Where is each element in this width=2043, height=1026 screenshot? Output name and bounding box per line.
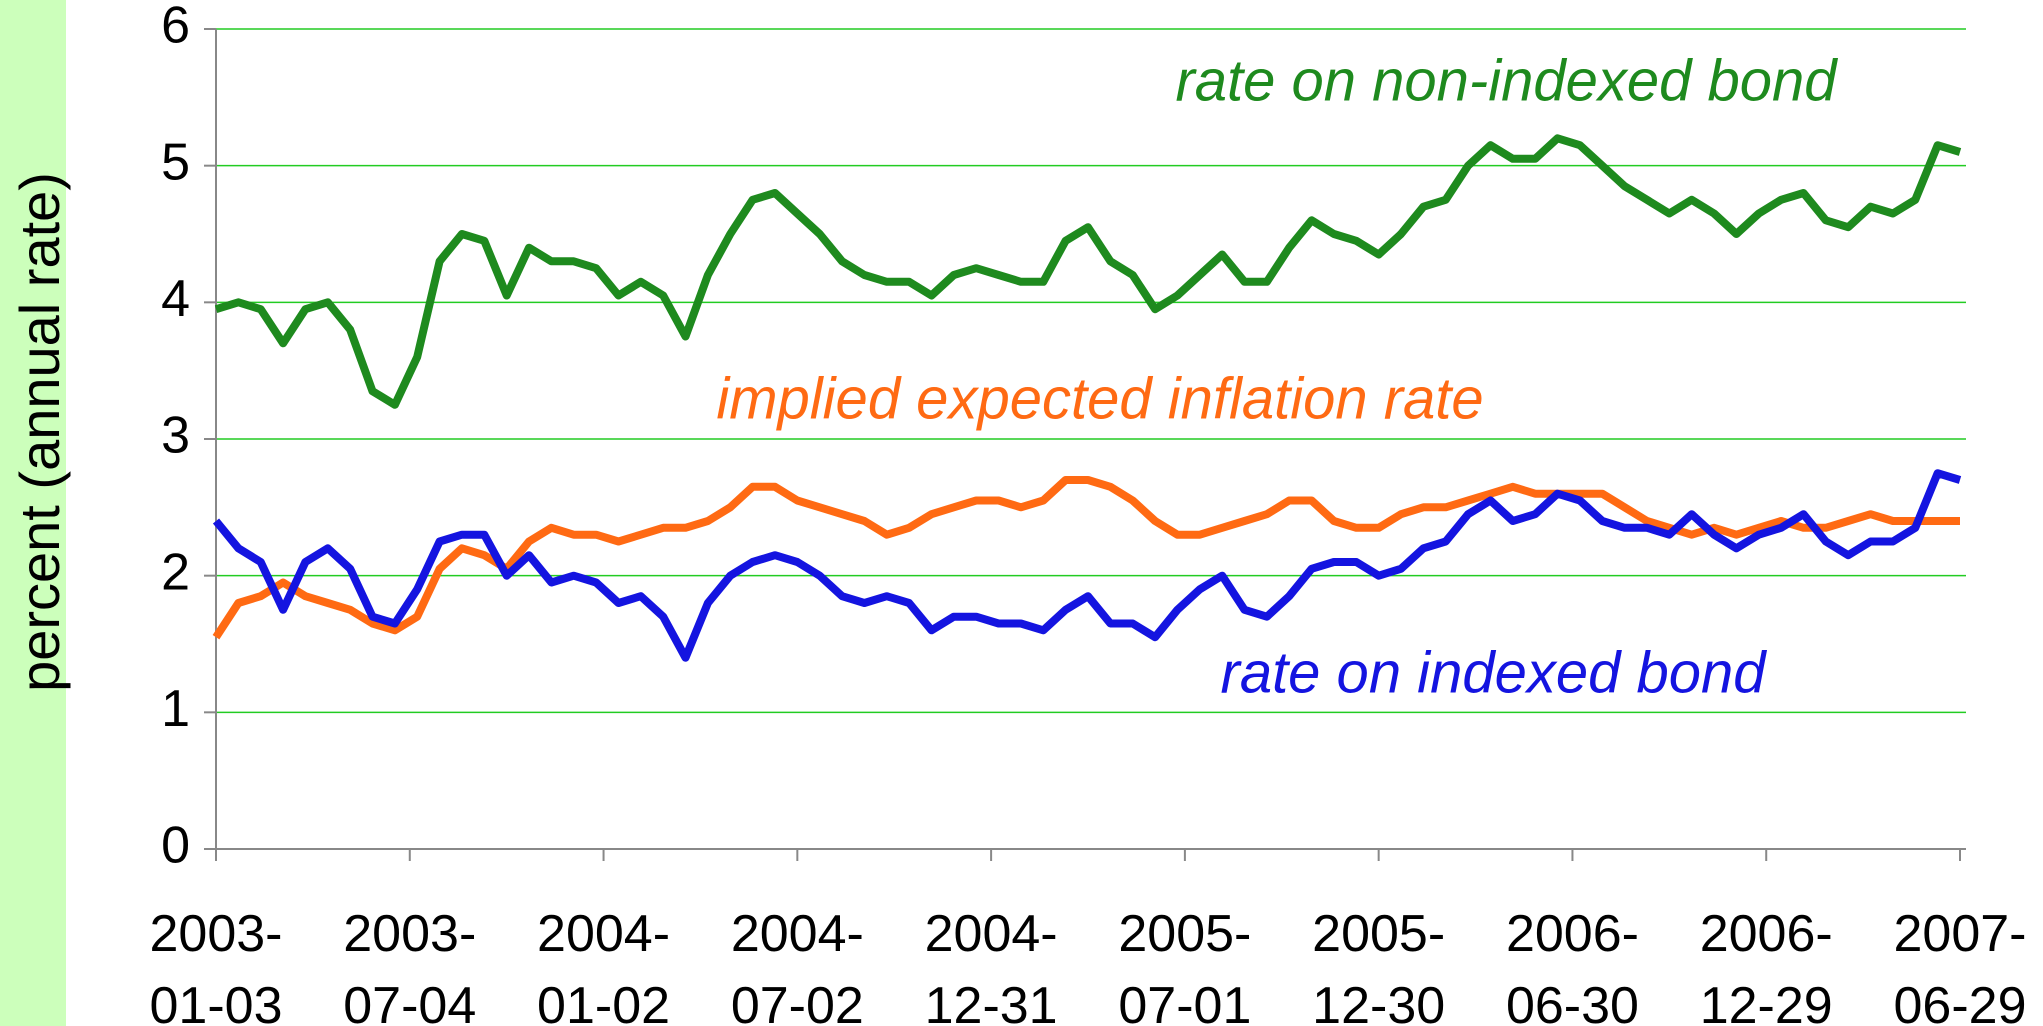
series-label: rate on non-indexed bond [1175,48,1838,113]
x-tick-label: 2004- 07-02 [730,905,864,1026]
y-tick-label: 4 [161,270,190,328]
x-tick-label: 2003- 01-03 [149,905,283,1026]
series-label: rate on indexed bond [1221,640,1768,705]
y-tick-label: 0 [161,817,190,875]
x-tick-label: 2006- 12-29 [1699,905,1833,1026]
y-tick-label: 2 [161,543,190,601]
x-tick-label: 2005- 07-01 [1118,905,1252,1026]
x-tick-label: 2005- 12-30 [1312,905,1446,1026]
label-band [0,0,66,1026]
series-line [212,476,1960,640]
y-tick-label: 6 [161,0,190,55]
series-line [214,134,1962,409]
y-tick-label: 5 [161,133,190,191]
x-tick-label: 2004- 12-31 [924,905,1058,1026]
x-tick-label: 2004- 01-02 [537,905,671,1026]
x-tick-label: 2003- 07-04 [343,905,477,1026]
y-tick-label: 3 [161,407,190,465]
series-label: implied expected inflation rate [716,366,1483,431]
x-tick-label: 2007- 06-29 [1893,905,2027,1026]
y-axis-label: percent (annual rate) [8,172,71,692]
y-tick-label: 1 [161,680,190,738]
x-tick-label: 2006- 06-30 [1505,905,1639,1026]
series-line [212,469,1962,662]
